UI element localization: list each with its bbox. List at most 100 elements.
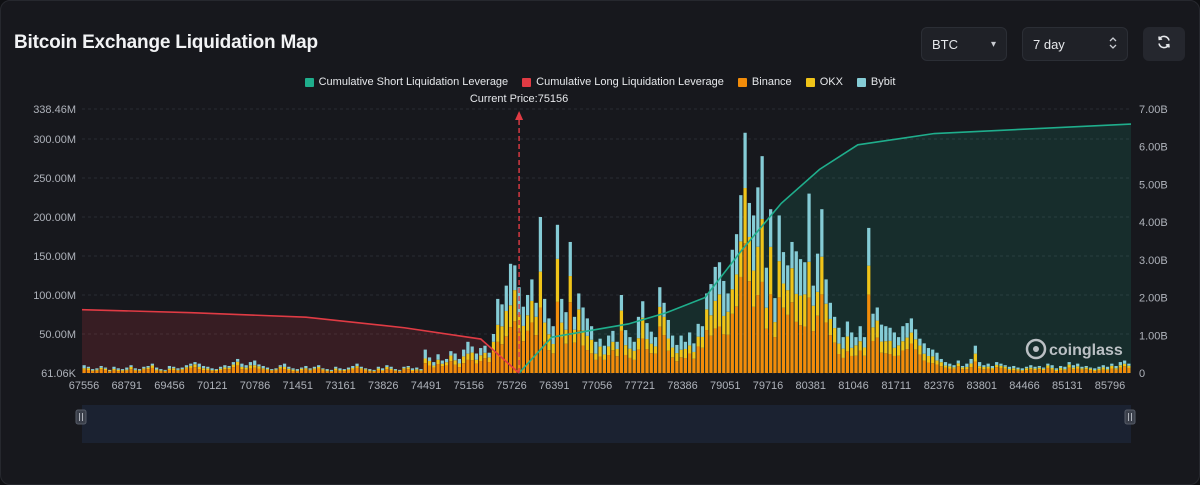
bar-binance <box>351 369 355 373</box>
bar-binance <box>1012 370 1016 373</box>
bar-bybit <box>325 369 329 371</box>
legend-okx[interactable]: OKX <box>805 76 843 88</box>
bar-binance <box>760 281 764 373</box>
zoom-slider[interactable] <box>75 405 1136 443</box>
bar-okx <box>931 356 935 364</box>
bar-okx <box>308 369 312 371</box>
bar-binance <box>892 355 896 373</box>
bar-binance <box>112 370 116 373</box>
bar-bybit <box>956 360 960 364</box>
bar-okx <box>948 366 952 369</box>
bar-bybit <box>1122 360 1127 364</box>
bar-bybit <box>372 369 376 371</box>
bar-okx <box>265 369 270 371</box>
bar-bybit <box>931 349 935 357</box>
x-tick-label: 82376 <box>924 380 955 392</box>
bar-okx <box>572 329 577 343</box>
legend-label: Bybit <box>870 76 896 88</box>
bar-okx <box>1024 368 1029 371</box>
bar-binance <box>1122 366 1127 373</box>
bar-okx <box>986 366 990 369</box>
bar-okx <box>577 309 581 331</box>
bar-bybit <box>525 294 530 316</box>
bar-binance <box>86 370 91 373</box>
bar-bybit <box>986 363 990 367</box>
bar-okx <box>854 345 858 356</box>
bar-okx <box>705 309 709 331</box>
bar-binance <box>875 337 879 373</box>
bar-binance <box>206 370 210 373</box>
legend-label: Binance <box>751 76 792 88</box>
bar-bybit <box>282 363 287 367</box>
bar-binance <box>1067 367 1071 373</box>
bar-binance <box>487 362 491 373</box>
coinglass-watermark: coinglass <box>1025 338 1123 360</box>
bar-binance <box>773 337 777 373</box>
bar-bybit <box>666 319 670 339</box>
caret-down-icon: ▾ <box>990 38 996 50</box>
bar-binance <box>398 371 402 373</box>
x-tick-label: 70786 <box>240 380 271 392</box>
bar-binance <box>287 370 291 373</box>
x-tick-label: 75156 <box>453 380 484 392</box>
long-area <box>82 309 520 373</box>
bar-binance <box>969 367 973 373</box>
bar-okx <box>261 368 265 370</box>
bar-okx <box>125 369 129 371</box>
bar-bybit <box>828 302 832 319</box>
bar-binance <box>815 315 820 373</box>
bar-binance <box>1114 369 1118 373</box>
bar-bybit <box>1033 366 1037 369</box>
bar-okx <box>240 366 244 370</box>
bar-binance <box>1071 369 1076 373</box>
bar-binance <box>1037 369 1041 373</box>
bar-okx <box>658 306 662 327</box>
bar-bybit <box>389 366 393 369</box>
bar-bybit <box>764 267 769 308</box>
bar-okx <box>410 369 415 372</box>
bar-binance <box>218 370 223 373</box>
bar-bybit <box>491 333 496 342</box>
bar-bybit <box>722 280 726 316</box>
bar-binance <box>572 342 577 373</box>
legend-short[interactable]: Cumulative Short Liquidation Leverage <box>304 76 508 88</box>
bar-binance <box>739 276 743 373</box>
bar-binance <box>1059 370 1063 373</box>
bar-binance <box>376 370 380 373</box>
bar-bybit <box>440 360 444 364</box>
bar-binance <box>381 371 385 373</box>
bar-okx <box>312 368 317 370</box>
bar-okx <box>184 367 189 369</box>
bar-binance <box>419 371 423 373</box>
legend-binance[interactable]: Binance <box>737 76 792 88</box>
bar-binance <box>675 361 679 373</box>
bar-bybit <box>572 316 577 330</box>
bar-bybit <box>193 362 197 365</box>
legend-bybit[interactable]: Bybit <box>856 76 896 88</box>
bar-okx <box>845 336 850 352</box>
bar-bybit <box>1076 363 1080 367</box>
bar-binance <box>508 327 513 373</box>
bar-bybit <box>270 369 274 371</box>
bar-binance <box>538 307 543 373</box>
bar-bybit <box>538 216 543 272</box>
range-select[interactable]: 7 day <box>1022 27 1128 61</box>
bar-binance <box>155 370 159 373</box>
bar-binance <box>214 371 218 373</box>
bar-bybit <box>359 366 363 369</box>
symbol-select[interactable]: BTC ▾ <box>921 27 1007 61</box>
bar-bybit <box>184 365 189 368</box>
bar-binance <box>462 363 466 373</box>
bar-bybit <box>432 362 436 366</box>
bar-bybit <box>965 363 969 367</box>
legend-long[interactable]: Cumulative Long Liquidation Leverage <box>522 76 724 88</box>
bar-bybit <box>624 330 628 346</box>
current-price-marker: Current Price:75156 <box>470 93 568 373</box>
bar-bybit <box>449 351 453 356</box>
refresh-button[interactable] <box>1143 27 1185 61</box>
bar-okx <box>1003 366 1007 369</box>
bar-binance <box>1054 371 1058 373</box>
x-tick-label: 83801 <box>966 380 997 392</box>
bar-okx <box>223 367 227 370</box>
updown-icon <box>1109 36 1117 52</box>
